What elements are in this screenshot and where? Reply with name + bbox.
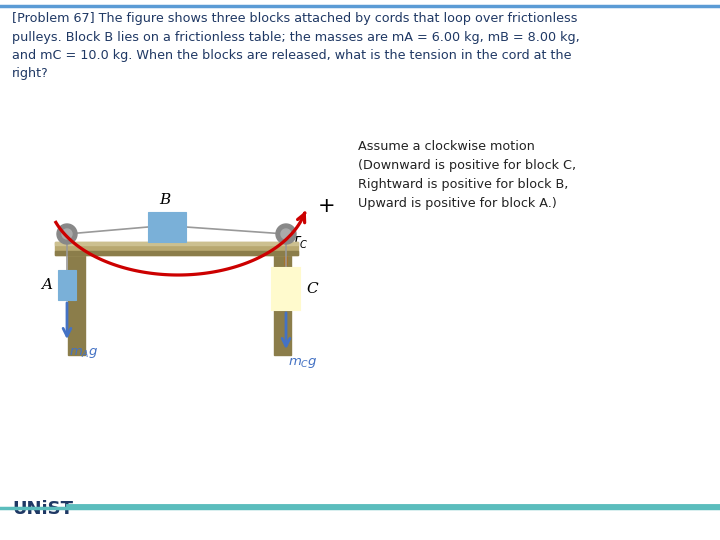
Text: B: B (159, 193, 171, 207)
Text: $m_Ag$: $m_Ag$ (69, 346, 99, 360)
Circle shape (281, 229, 291, 239)
Circle shape (62, 229, 72, 239)
Bar (58, 270, 76, 300)
Text: A: A (41, 278, 52, 292)
Circle shape (276, 224, 296, 244)
Bar (274, 255, 291, 355)
Text: Assume a clockwise motion
(Downward is positive for block C,
Rightward is positi: Assume a clockwise motion (Downward is p… (358, 140, 576, 210)
Text: UNiST: UNiST (12, 500, 73, 518)
Bar (148, 212, 186, 242)
Bar (68, 255, 85, 355)
Text: [Problem 67] The figure shows three blocks attached by cords that loop over fric: [Problem 67] The figure shows three bloc… (12, 12, 580, 80)
Circle shape (57, 224, 77, 244)
Text: $m_Cg$: $m_Cg$ (288, 356, 318, 370)
Bar (55, 242, 298, 255)
Bar (272, 268, 300, 310)
Bar (55, 242, 298, 245)
Text: $T_C$: $T_C$ (291, 235, 308, 252)
Bar (55, 251, 298, 255)
Text: C: C (306, 282, 318, 296)
Text: +: + (318, 196, 336, 216)
